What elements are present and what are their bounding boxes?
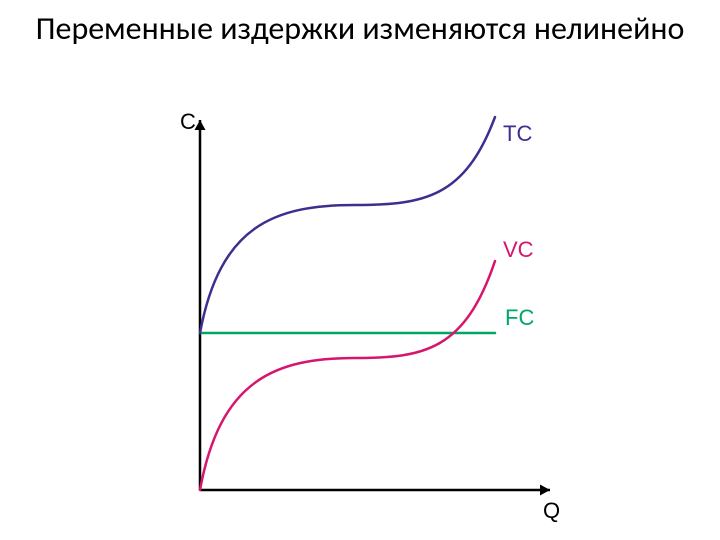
y-axis-label: C: [180, 109, 196, 134]
tc-curve: [200, 117, 495, 333]
y-axis-arrow: [195, 120, 206, 130]
fc-label: FC: [505, 305, 534, 330]
vc-label: VC: [503, 237, 534, 262]
vc-curve: [200, 261, 495, 490]
x-axis-arrow: [540, 485, 550, 496]
tc-label: TC: [503, 121, 532, 146]
chart-svg: FC VC TC C Q: [145, 105, 575, 535]
slide-title: Переменные издержки изменяются нелинейно: [0, 10, 720, 48]
slide: Переменные издержки изменяются нелинейно…: [0, 0, 720, 540]
cost-curves-chart: FC VC TC C Q: [145, 105, 575, 535]
x-axis-label: Q: [543, 498, 560, 523]
